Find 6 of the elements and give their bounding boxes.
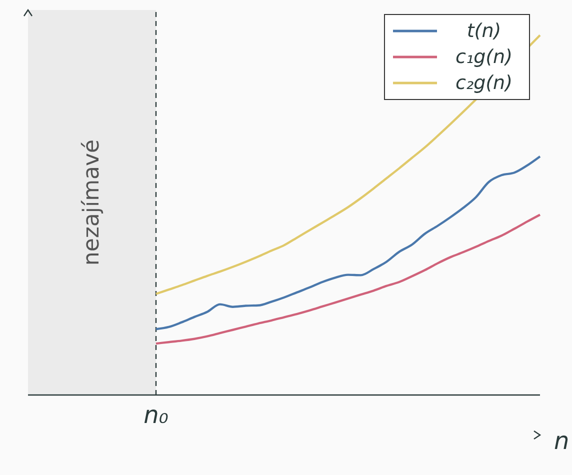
legend-label: c₂g(n) bbox=[454, 72, 514, 94]
annotation: nezajímavé bbox=[80, 139, 104, 266]
legend-label: c₁g(n) bbox=[454, 46, 514, 68]
x-axis-title: n bbox=[554, 427, 570, 455]
text: n₀ bbox=[144, 401, 169, 429]
legend-label: t(n) bbox=[466, 20, 502, 42]
